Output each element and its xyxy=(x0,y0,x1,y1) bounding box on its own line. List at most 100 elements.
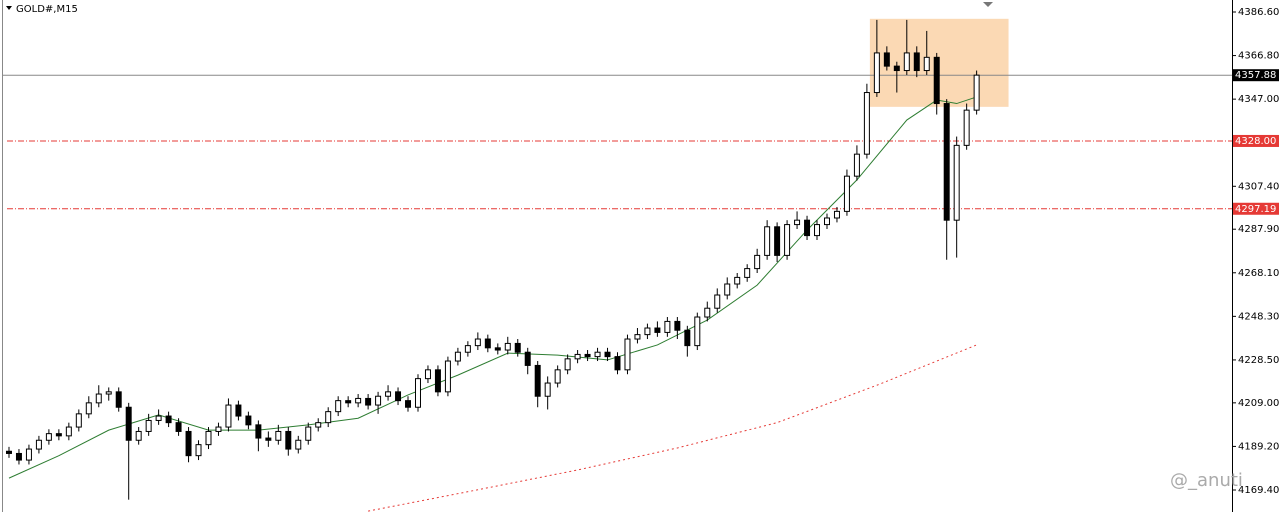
y-tick-label: 4287.90 xyxy=(1238,224,1279,235)
current-price-label: 4357.88 xyxy=(1235,70,1276,81)
candle-body xyxy=(185,430,192,457)
candle-body xyxy=(375,395,382,406)
y-tick-label: 4347.00 xyxy=(1238,94,1279,105)
candle-body xyxy=(544,382,551,397)
candle-body xyxy=(424,369,431,380)
candle-body xyxy=(335,400,342,413)
candle-body xyxy=(524,351,531,366)
candle-body xyxy=(933,56,940,105)
chart-title: GOLD#,M15 xyxy=(16,4,78,15)
candle-body xyxy=(405,400,412,408)
candle-body xyxy=(764,226,771,256)
level-label: 4297.19 xyxy=(1235,204,1276,215)
candle-body xyxy=(345,400,352,404)
candle-body xyxy=(923,56,930,72)
candle-body xyxy=(355,397,362,404)
candle-body xyxy=(65,426,72,437)
candle-body xyxy=(953,144,960,221)
y-tick-label: 4209.00 xyxy=(1238,398,1279,409)
candle-body xyxy=(305,426,312,441)
level-label-bg xyxy=(1233,134,1279,147)
candle-body xyxy=(664,320,671,333)
candle-body xyxy=(564,358,571,371)
candle-body xyxy=(15,452,22,461)
candle-body xyxy=(634,334,641,340)
candle-body xyxy=(863,92,870,155)
candle-body xyxy=(165,415,172,424)
y-tick-label: 4189.20 xyxy=(1238,441,1279,452)
candle-body xyxy=(205,430,212,446)
candle-body xyxy=(694,316,701,347)
y-tick-label: 4307.40 xyxy=(1238,181,1279,192)
candle-body xyxy=(734,276,741,285)
candle-body xyxy=(444,360,451,393)
candle-body xyxy=(714,294,721,309)
shift-marker xyxy=(983,2,993,7)
candle-body xyxy=(25,448,32,461)
candle-body xyxy=(494,347,501,351)
candle-body xyxy=(903,52,910,72)
candle-body xyxy=(5,450,12,454)
candle-body xyxy=(853,153,860,177)
candle-body xyxy=(95,393,102,404)
candle-body xyxy=(784,224,791,256)
candle-body xyxy=(774,226,781,256)
candle-body xyxy=(85,402,92,415)
moving-average xyxy=(368,344,977,512)
candle-body xyxy=(823,217,830,226)
candle-body xyxy=(105,391,112,395)
candle-body xyxy=(814,224,821,237)
watermark: @_anuti xyxy=(1170,470,1243,491)
candle-body xyxy=(843,175,850,212)
candle-body xyxy=(474,338,481,347)
candle-body xyxy=(434,369,441,393)
y-tick-label: 4248.30 xyxy=(1238,311,1279,322)
candle-body xyxy=(225,404,232,428)
candle-body xyxy=(534,364,541,397)
candle-body xyxy=(514,342,521,353)
candle-body xyxy=(215,426,222,432)
y-tick-label: 4228.50 xyxy=(1238,355,1279,366)
candle-body xyxy=(45,433,52,441)
candle-body xyxy=(654,327,661,333)
candle-body xyxy=(365,397,372,406)
candle-body xyxy=(504,342,511,351)
candle-body xyxy=(804,219,811,237)
symbol-menu-icon[interactable] xyxy=(6,6,12,10)
moving-average xyxy=(8,96,977,479)
candle-body xyxy=(295,439,302,450)
candle-body xyxy=(454,351,461,362)
candle-body xyxy=(255,424,262,439)
candle-body xyxy=(484,338,491,349)
candle-body xyxy=(554,369,561,384)
candle-body xyxy=(285,430,292,450)
candle-body xyxy=(125,406,132,441)
candle-body xyxy=(35,439,42,450)
candle-body xyxy=(245,415,252,426)
y-tick-label: 4366.80 xyxy=(1238,51,1279,62)
candle-body xyxy=(724,283,731,296)
candle-body xyxy=(684,329,691,347)
candle-body xyxy=(624,338,631,371)
y-tick-label: 4169.40 xyxy=(1238,485,1279,496)
current-price-bg xyxy=(1233,69,1279,82)
candle-body xyxy=(594,351,601,358)
candle-body xyxy=(574,353,581,360)
candle-body xyxy=(963,109,970,146)
candle-body xyxy=(973,74,980,111)
y-tick-label: 4268.10 xyxy=(1238,268,1279,279)
candle-body xyxy=(155,415,162,421)
candle-body xyxy=(195,444,202,457)
plot-area: 4386.60 4366.80 4347.00 4307.40 4287.90 4268.… xyxy=(3,7,1279,512)
candle-body xyxy=(674,320,681,331)
candle-body xyxy=(115,391,122,408)
candle-body xyxy=(265,437,272,441)
candle-body xyxy=(833,210,840,219)
candle-body xyxy=(235,404,242,417)
candle-body xyxy=(704,307,711,318)
candle-body xyxy=(55,433,62,437)
candle-body xyxy=(464,345,471,353)
candle-body xyxy=(754,254,761,270)
